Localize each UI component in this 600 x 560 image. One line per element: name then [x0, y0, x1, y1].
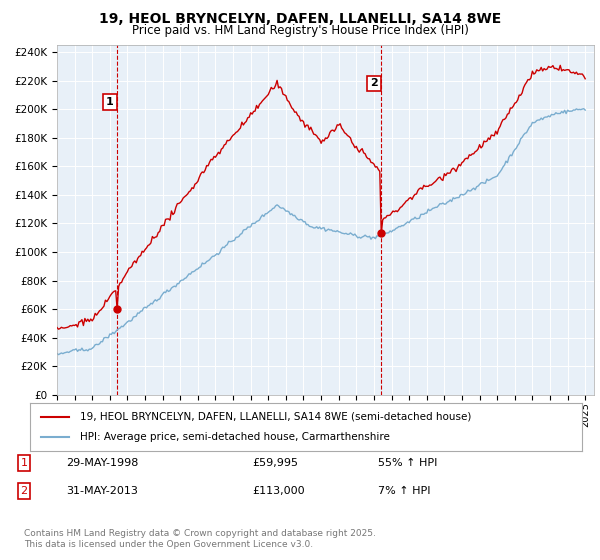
Text: 2: 2: [370, 78, 378, 88]
Text: £113,000: £113,000: [252, 486, 305, 496]
Text: 19, HEOL BRYNCELYN, DAFEN, LLANELLI, SA14 8WE (semi-detached house): 19, HEOL BRYNCELYN, DAFEN, LLANELLI, SA1…: [80, 412, 471, 422]
Text: Price paid vs. HM Land Registry's House Price Index (HPI): Price paid vs. HM Land Registry's House …: [131, 24, 469, 36]
Text: 31-MAY-2013: 31-MAY-2013: [66, 486, 138, 496]
Text: Contains HM Land Registry data © Crown copyright and database right 2025.
This d: Contains HM Land Registry data © Crown c…: [24, 529, 376, 549]
Text: HPI: Average price, semi-detached house, Carmarthenshire: HPI: Average price, semi-detached house,…: [80, 432, 389, 442]
Text: 29-MAY-1998: 29-MAY-1998: [66, 458, 139, 468]
Text: 1: 1: [106, 97, 114, 107]
Text: 1: 1: [20, 458, 28, 468]
Text: 7% ↑ HPI: 7% ↑ HPI: [378, 486, 431, 496]
Text: 55% ↑ HPI: 55% ↑ HPI: [378, 458, 437, 468]
Text: £59,995: £59,995: [252, 458, 298, 468]
Text: 2: 2: [20, 486, 28, 496]
Text: 19, HEOL BRYNCELYN, DAFEN, LLANELLI, SA14 8WE: 19, HEOL BRYNCELYN, DAFEN, LLANELLI, SA1…: [99, 12, 501, 26]
